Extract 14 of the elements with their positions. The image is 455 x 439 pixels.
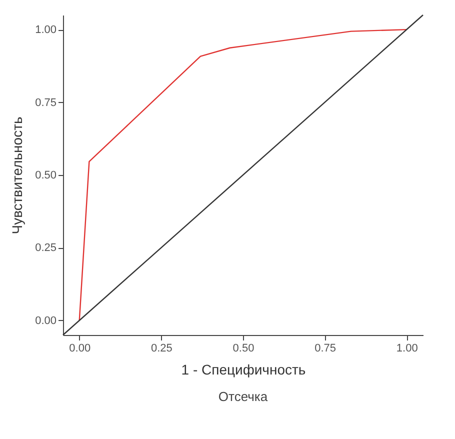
x-tick-label: 1.00 (396, 342, 418, 354)
x-tick-label: 0.00 (69, 342, 91, 354)
y-tick-label: 1.00 (35, 24, 56, 36)
line-series (78, 28, 408, 322)
y-tick-label: 0.25 (35, 242, 56, 254)
y-tick-label: 0.75 (35, 96, 56, 109)
y-tick-label: 0.00 (35, 314, 56, 327)
x-tick-label: 0.75 (314, 342, 336, 354)
x-tick-label: 0.50 (232, 342, 254, 354)
x-axis-title: 1 - Специфичность (181, 362, 306, 378)
text: Отсечка (218, 389, 268, 404)
y-axis-title: Чувствительность (9, 116, 26, 234)
y-tick-label: 0.50 (35, 170, 56, 182)
x-tick-label: 0.25 (150, 342, 172, 354)
